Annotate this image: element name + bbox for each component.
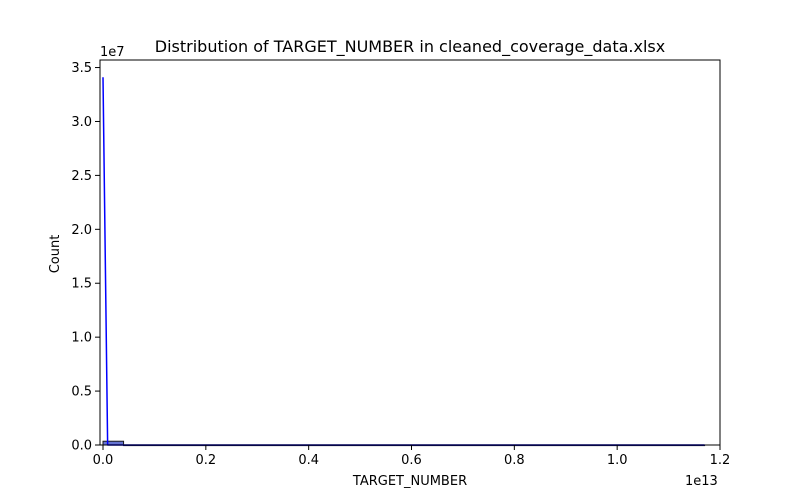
y-tick-label: 3.5 [71, 61, 92, 76]
y-tick-label: 0.5 [71, 385, 92, 400]
y-tick-label: 1.0 [71, 331, 92, 346]
x-tick-label: 0.8 [504, 453, 525, 468]
x-tick-label: 0.2 [195, 453, 216, 468]
x-tick-label: 1.2 [710, 453, 731, 468]
plot-area [102, 77, 706, 447]
x-tick-label: 0.0 [93, 453, 114, 468]
y-axis-label: Count [48, 235, 63, 274]
chart-title: Distribution of TARGET_NUMBER in cleaned… [155, 37, 665, 57]
y-tick-label: 3.0 [71, 115, 92, 130]
y-tick-label: 2.5 [71, 169, 92, 184]
y-tick-label: 2.0 [71, 223, 92, 238]
y-axis-multiplier: 1e7 [100, 45, 125, 60]
y-tick-label: 1.5 [71, 277, 92, 292]
x-axis: 0.0 0.2 0.4 0.6 0.8 1.0 1.2 [93, 445, 731, 468]
kde-line [102, 77, 705, 446]
x-axis-label: TARGET_NUMBER [352, 474, 467, 489]
y-axis: 0.0 0.5 1.0 1.5 2.0 2.5 3.0 3.5 [71, 61, 100, 454]
x-tick-label: 0.4 [298, 453, 319, 468]
x-tick-label: 0.6 [401, 453, 422, 468]
plot-frame [99, 59, 721, 446]
y-tick-label: 0.0 [71, 439, 92, 454]
x-axis-multiplier: 1e13 [685, 474, 718, 489]
x-tick-label: 1.0 [607, 453, 628, 468]
